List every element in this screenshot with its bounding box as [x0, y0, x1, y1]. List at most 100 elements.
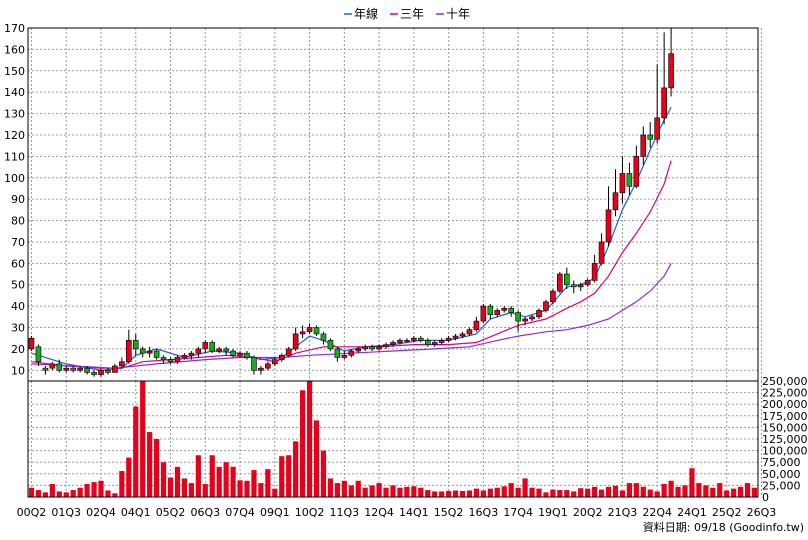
candlestick — [313, 325, 320, 337]
volume-y-ticks: 025,00050,00075,000100,000125,000150,000… — [762, 375, 808, 504]
volume-bar — [320, 450, 327, 497]
candlestick — [487, 303, 494, 319]
volume-bar — [188, 483, 194, 497]
x-tick-label: 11Q3 — [330, 506, 360, 519]
volume-bar — [439, 491, 445, 497]
volume-bar — [717, 483, 723, 497]
x-tick-label: 05Q2 — [156, 506, 186, 519]
candle-body — [77, 367, 83, 371]
candle-body — [209, 342, 216, 352]
price-grid — [28, 27, 762, 381]
volume-bar — [341, 480, 347, 497]
candle-body — [424, 340, 431, 345]
volume-bar — [265, 469, 271, 497]
candlestick — [619, 156, 626, 204]
candle-body — [654, 117, 660, 140]
candle-body — [195, 348, 202, 354]
candlestick — [508, 306, 514, 317]
volume-bar — [70, 490, 76, 497]
candle-body — [557, 273, 563, 292]
price-y-tick-label: 30 — [11, 322, 25, 335]
candlestick — [334, 346, 341, 362]
volume-bar — [585, 488, 591, 497]
candle-body — [230, 350, 236, 356]
x-tick-label: 00Q2 — [17, 506, 47, 519]
volume-bar — [147, 432, 153, 497]
price-y-tick-label: 50 — [11, 279, 25, 292]
candle-body — [362, 346, 368, 350]
candle-body — [139, 348, 146, 354]
volume-bar — [675, 486, 681, 497]
volume-bar — [738, 486, 744, 497]
volume-bar — [404, 486, 410, 497]
candlestick — [362, 344, 368, 352]
candle-body — [633, 156, 640, 187]
candlestick — [543, 299, 549, 313]
volume-bar — [181, 478, 188, 497]
candle-body — [320, 333, 327, 341]
volume-bar — [536, 488, 542, 497]
candlestick — [640, 126, 647, 165]
candle-body — [473, 320, 480, 330]
candle-body — [452, 335, 459, 339]
volume-bar — [425, 490, 431, 497]
volume-bar — [480, 490, 486, 497]
price-y-tick-label: 90 — [11, 193, 25, 206]
candlestick — [146, 346, 153, 358]
volume-bar — [473, 488, 480, 497]
candlestick — [411, 336, 417, 343]
series-line-2 — [31, 263, 672, 369]
volume-bar — [42, 492, 48, 497]
volume-bar — [223, 462, 229, 497]
x-tick-label: 12Q4 — [364, 506, 394, 519]
volume-bar — [515, 487, 521, 497]
candle-body — [404, 340, 410, 342]
volume-bar — [28, 487, 35, 497]
volume-bar — [77, 487, 83, 497]
volume-bar — [564, 490, 570, 497]
candlestick — [181, 353, 188, 360]
volume-panel-frame — [27, 380, 759, 498]
candlestick — [369, 344, 375, 352]
volume-bar — [432, 491, 438, 497]
candlestick — [376, 344, 382, 352]
candlestick — [160, 355, 167, 364]
candle-body — [383, 344, 389, 348]
candlestick — [285, 346, 292, 358]
candlestick — [327, 338, 334, 352]
price-y-tick-label: 20 — [11, 343, 25, 356]
volume-bar — [154, 439, 160, 497]
candle-body — [35, 346, 42, 363]
volume-bar — [654, 491, 660, 497]
candlestick — [216, 346, 222, 354]
candle-body — [536, 310, 542, 318]
candlestick — [473, 316, 480, 332]
candle-body — [397, 340, 403, 343]
candlestick — [174, 355, 181, 364]
volume-bar — [571, 491, 577, 497]
candlestick — [188, 351, 195, 360]
price-y-tick-label: 100 — [4, 172, 25, 185]
price-y-tick-label: 130 — [4, 108, 25, 121]
candlestick — [132, 333, 139, 356]
x-tick-label: 06Q3 — [190, 506, 220, 519]
volume-y-tick-label: 75,000 — [762, 456, 801, 469]
volume-y-tick-label: 100,000 — [762, 445, 808, 458]
price-y-tick-label: 140 — [4, 86, 25, 99]
candlestick — [438, 338, 445, 345]
volume-bar — [348, 485, 354, 497]
candlestick — [452, 333, 459, 341]
volume-bar — [237, 480, 243, 497]
candlestick — [529, 314, 535, 322]
volume-bar — [543, 492, 549, 497]
x-tick-label: 22Q4 — [642, 506, 672, 519]
candlestick — [612, 169, 619, 217]
candlestick — [550, 289, 556, 304]
volume-bar — [306, 381, 313, 497]
volume-bar — [550, 489, 556, 497]
price-panel-frame — [27, 27, 759, 382]
candle-body — [91, 372, 97, 375]
price-y-ticks: 10 20 30 40 50 60 70 80 90 100 110 120 130 140 150 160 1… — [4, 22, 25, 377]
candle-body — [668, 53, 674, 89]
volume-bar — [293, 441, 299, 497]
